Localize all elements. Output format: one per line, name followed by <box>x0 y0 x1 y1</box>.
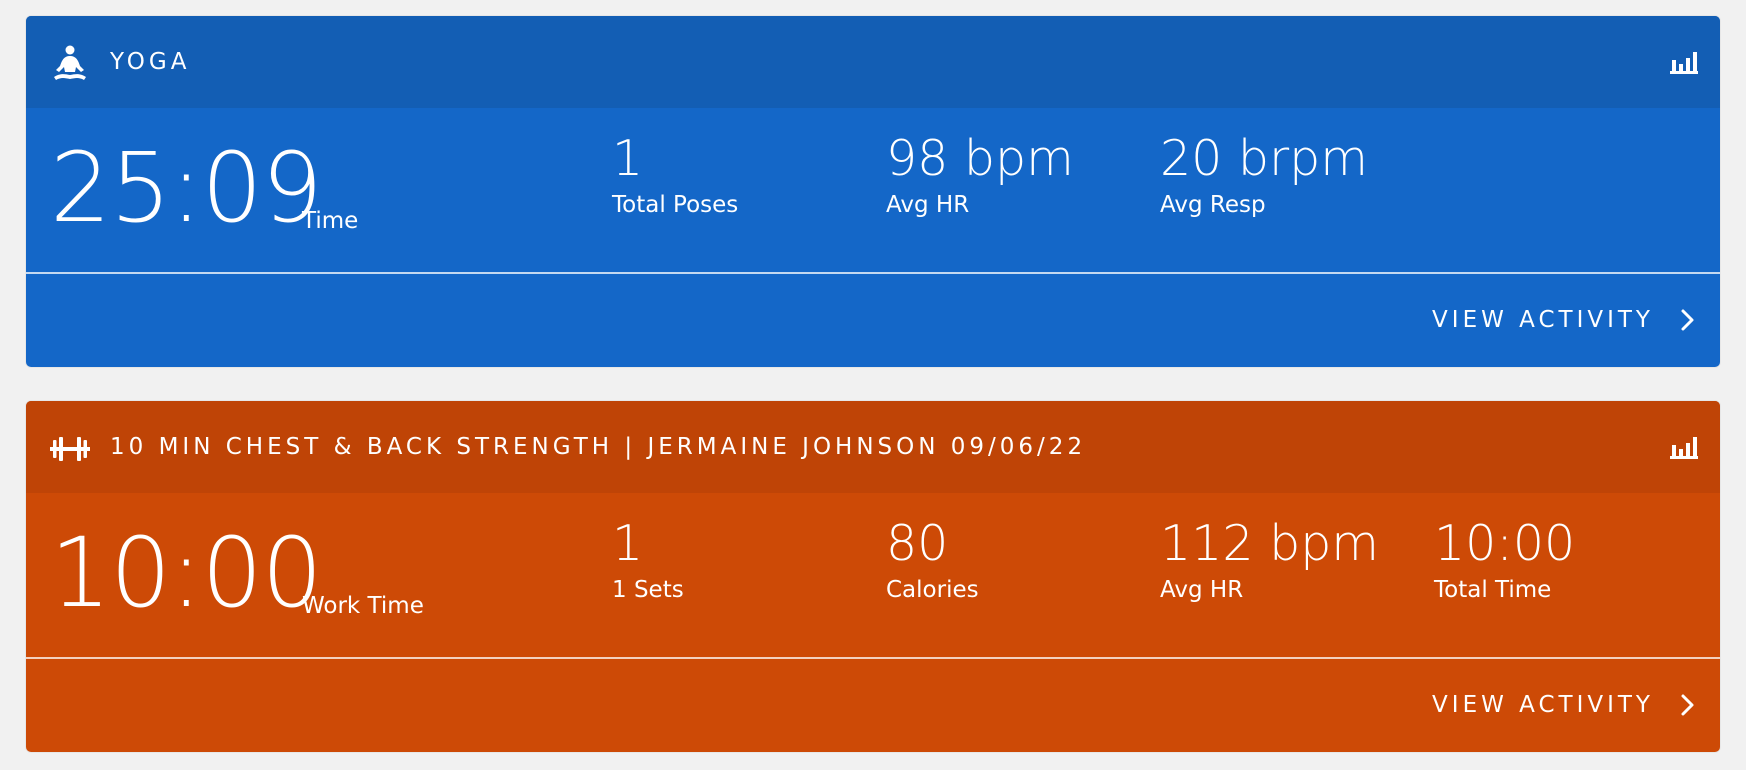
view-activity-link[interactable]: VIEW ACTIVITY <box>1432 300 1696 340</box>
chevron-right-icon <box>1681 309 1694 331</box>
view-activity-link[interactable]: VIEW ACTIVITY <box>1432 685 1696 725</box>
metric-value: 1 <box>612 515 644 572</box>
view-activity-label: VIEW ACTIVITY <box>1432 307 1654 333</box>
metric-sets: 1 1 Sets <box>612 513 684 605</box>
bar-chart-icon[interactable] <box>1670 435 1698 459</box>
metric-value: 1 <box>612 130 644 187</box>
metric-value: 112 bpm <box>1160 515 1380 572</box>
card-footer: VIEW ACTIVITY <box>26 659 1720 752</box>
card-header: YOGA <box>26 16 1720 108</box>
view-activity-label: VIEW ACTIVITY <box>1432 692 1654 718</box>
metric-value: 80 <box>886 515 949 572</box>
metric-label: Avg HR <box>1160 577 1244 603</box>
metric-avg-resp: 20 brpm Avg Resp <box>1160 128 1368 220</box>
metric-label: Calories <box>886 577 979 603</box>
metric-avg-hr: 98 bpm Avg HR <box>886 128 1074 220</box>
metric-total-time: 10:00 Total Time <box>1434 513 1575 605</box>
metric-calories: 80 Calories <box>886 513 979 605</box>
card-title: 10 MIN CHEST & BACK STRENGTH | JERMAINE … <box>110 434 1087 460</box>
card-header: 10 MIN CHEST & BACK STRENGTH | JERMAINE … <box>26 401 1720 493</box>
metric-value: 98 bpm <box>886 130 1074 187</box>
metric-label: Total Poses <box>612 192 739 218</box>
metric-total-poses: 1 Total Poses <box>612 128 738 220</box>
metric-value: 10:00 <box>1434 515 1576 572</box>
activity-card-yoga: YOGA 25:09 Time 1 Total Poses 98 bpm Avg… <box>26 16 1720 367</box>
primary-label: Time <box>302 208 359 234</box>
metric-label: Avg Resp <box>1160 192 1266 218</box>
primary-value: 25:09 <box>50 132 323 244</box>
metric-value: 20 brpm <box>1160 130 1369 187</box>
yoga-icon <box>54 45 86 80</box>
primary-value: 10:00 <box>50 517 323 629</box>
primary-label: Work Time <box>302 593 424 619</box>
metric-label: Total Time <box>1434 577 1552 603</box>
dumbbell-icon <box>50 437 90 461</box>
metric-label: 1 Sets <box>612 577 684 603</box>
bar-chart-icon[interactable] <box>1670 50 1698 74</box>
chevron-right-icon <box>1681 694 1694 716</box>
metric-label: Avg HR <box>886 192 970 218</box>
card-body: 25:09 Time 1 Total Poses 98 bpm Avg HR 2… <box>26 108 1720 272</box>
metric-avg-hr: 112 bpm Avg HR <box>1160 513 1379 605</box>
card-footer: VIEW ACTIVITY <box>26 274 1720 367</box>
card-body: 10:00 Work Time 1 1 Sets 80 Calories 112… <box>26 493 1720 657</box>
divider <box>26 657 1720 659</box>
divider <box>26 272 1720 274</box>
activity-card-strength: 10 MIN CHEST & BACK STRENGTH | JERMAINE … <box>26 401 1720 752</box>
card-title: YOGA <box>110 49 191 75</box>
